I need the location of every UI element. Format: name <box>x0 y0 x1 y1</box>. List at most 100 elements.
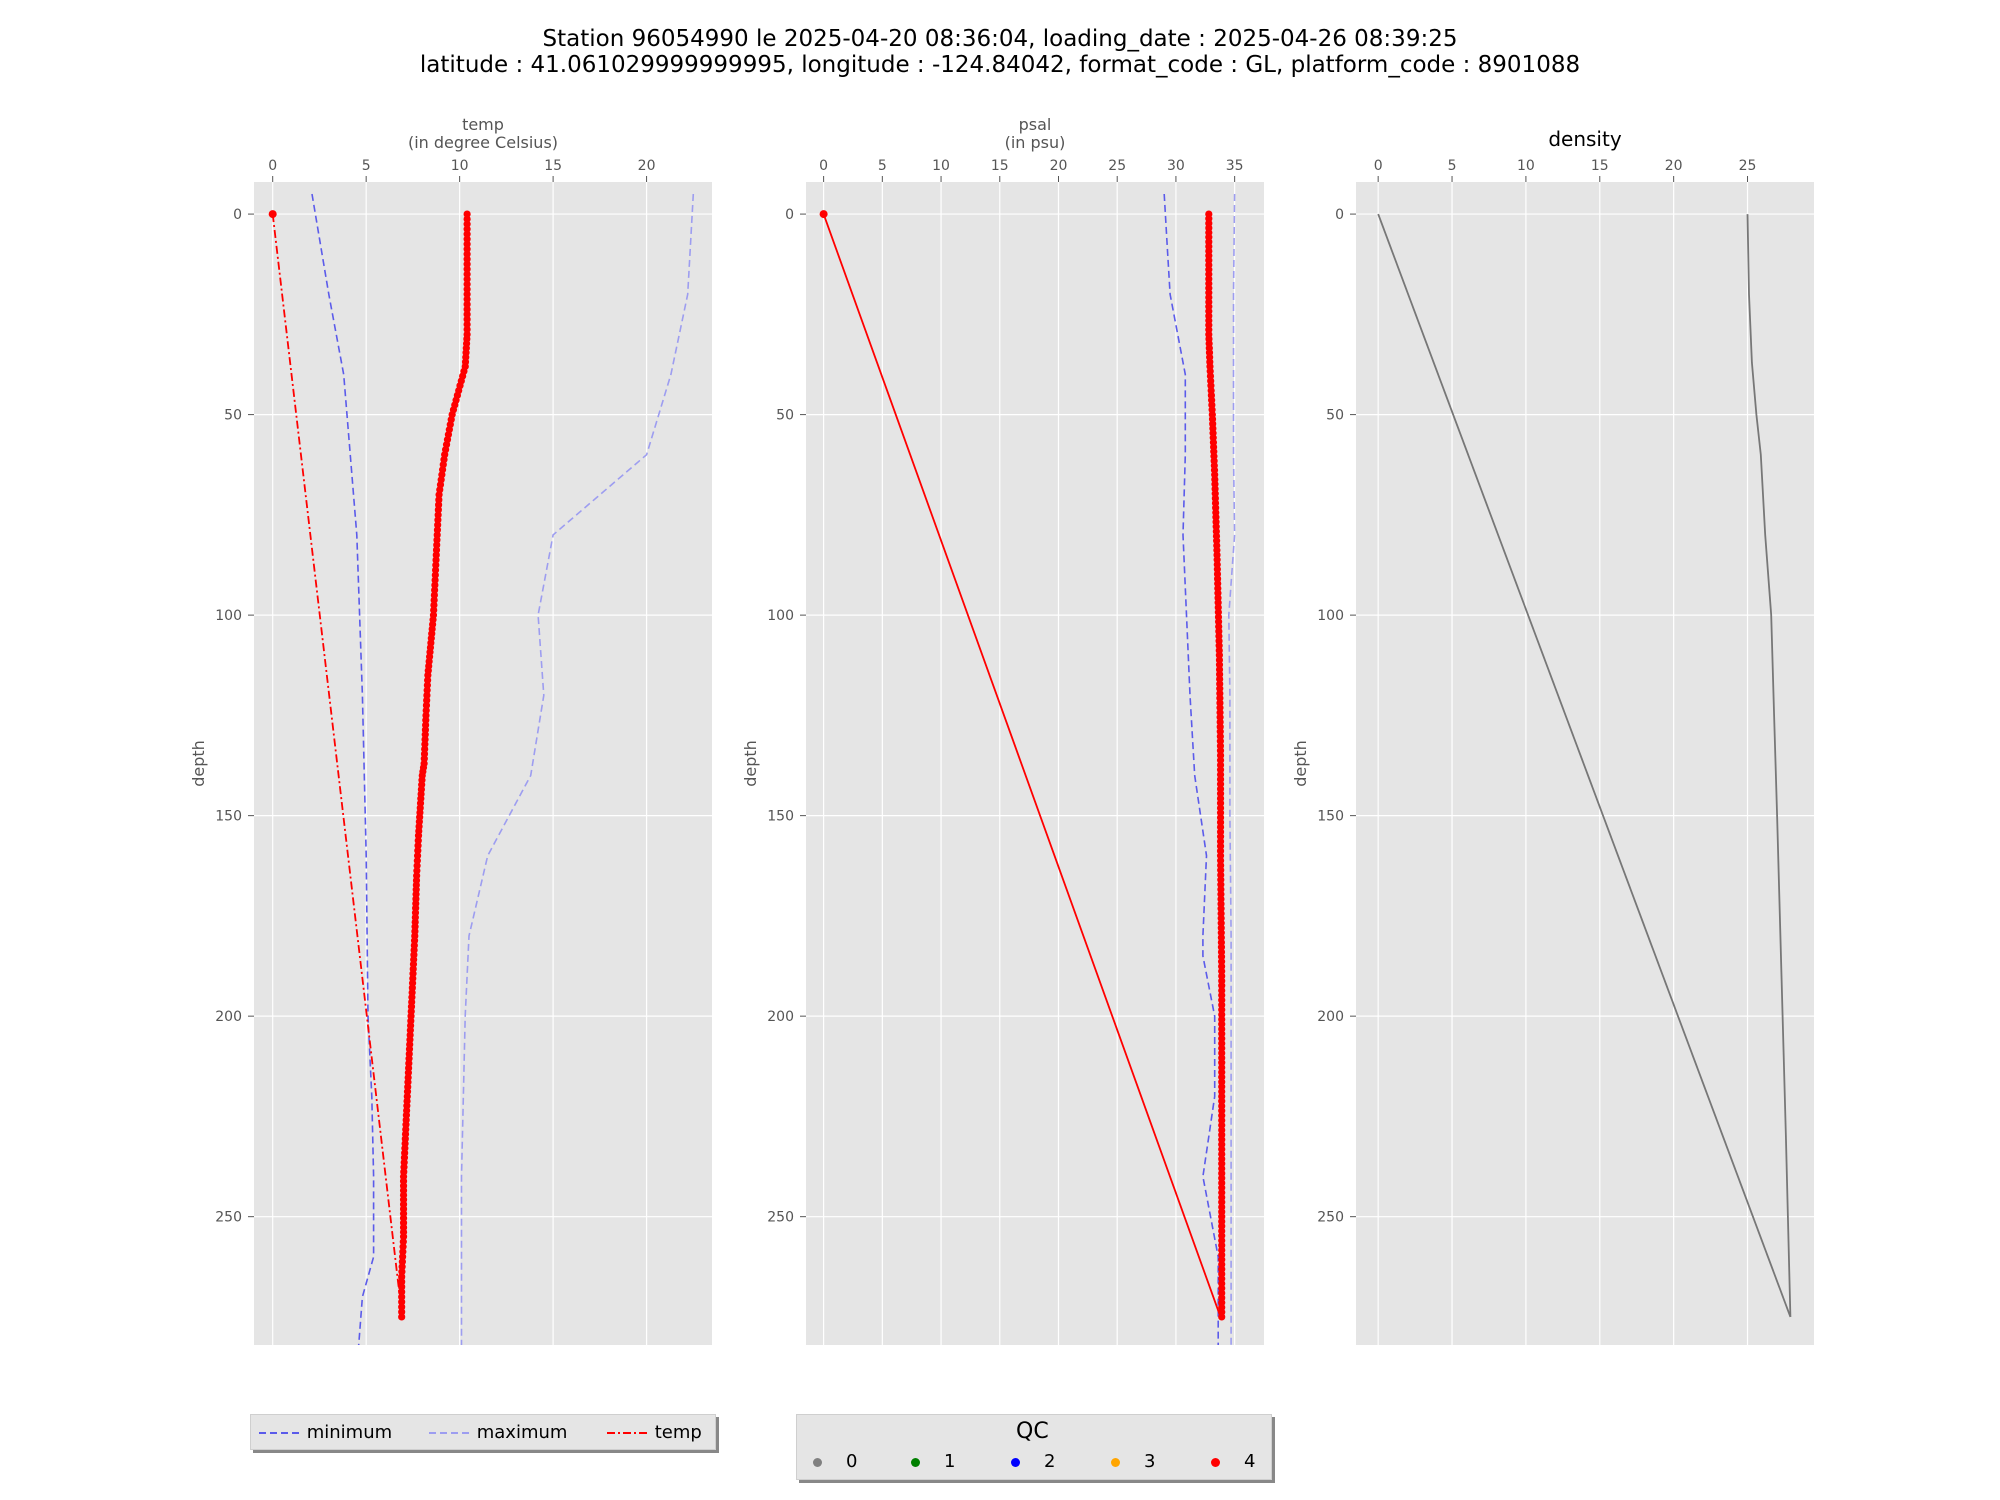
qc-data-point <box>463 310 471 318</box>
y-tick-label: 150 <box>1317 809 1344 825</box>
x-tick-label: 20 <box>1665 158 1683 174</box>
legend-label-temp: temp <box>654 1422 702 1443</box>
series-minimum <box>1163 193 1219 1345</box>
x-tick-label: 35 <box>1226 158 1244 174</box>
qc-label-1: 1 <box>944 1451 956 1472</box>
x-tick-label: 5 <box>1448 158 1457 174</box>
qc-data-point <box>463 265 471 273</box>
x-tick-label: 0 <box>268 158 277 174</box>
qc-data-point <box>398 1313 406 1321</box>
qc-marker-4 <box>1211 1457 1220 1467</box>
series-temp <box>271 213 401 1298</box>
x-tick-label: 10 <box>1517 158 1535 174</box>
y-tick-label: 50 <box>776 408 794 424</box>
qc-data-point <box>463 300 471 308</box>
y-tick-label: 200 <box>767 1009 794 1025</box>
qc-legend-title: QC <box>1016 1419 1049 1444</box>
qc-data-point <box>463 255 471 263</box>
x-tick-label: 25 <box>1739 158 1757 174</box>
y-axis-label: depth <box>741 740 760 787</box>
legend-item-temp: temp <box>605 1422 702 1443</box>
qc-data-point <box>463 260 471 268</box>
qc-data-point <box>398 1278 406 1286</box>
x-tick-label: 0 <box>1374 158 1383 174</box>
line-style-legend: minimum maximum temp <box>250 1414 716 1450</box>
x-tick-label: 20 <box>638 158 656 174</box>
series-psal <box>822 213 1222 1318</box>
y-tick-label: 100 <box>1317 608 1344 624</box>
qc-data-point <box>463 295 471 303</box>
qc-item-3: 3 <box>1111 1451 1155 1472</box>
qc-data-point <box>463 270 471 278</box>
qc-item-2: 2 <box>1011 1451 1055 1472</box>
surface-point <box>819 210 828 219</box>
qc-data-point <box>463 225 471 233</box>
legend-swatch-maximum <box>429 1432 469 1434</box>
qc-data-point <box>463 220 471 228</box>
qc-data-point <box>463 250 471 258</box>
x-tick-label: 5 <box>362 158 371 174</box>
y-tick-label: 150 <box>215 809 242 825</box>
qc-data-point <box>398 1288 406 1296</box>
qc-data-point <box>463 320 471 328</box>
y-tick-label: 250 <box>767 1210 794 1226</box>
qc-label-0: 0 <box>846 1451 858 1472</box>
qc-data-point <box>463 230 471 238</box>
qc-data-point <box>463 275 471 283</box>
qc-data-point <box>463 245 471 253</box>
y-axis-label: depth <box>1291 740 1310 787</box>
qc-marker-1 <box>911 1457 920 1467</box>
y-tick-label: 100 <box>215 608 242 624</box>
y-tick-label: 0 <box>233 207 242 223</box>
legend-swatch-temp <box>607 1432 647 1434</box>
figure-title-line-2: latitude : 41.061029999999995, longitude… <box>419 52 1581 78</box>
qc-data-point <box>463 285 471 293</box>
x-tick-label: 30 <box>1167 158 1185 174</box>
y-tick-label: 0 <box>1335 207 1344 223</box>
figure-title-line-1: Station 96054990 le 2025-04-20 08:36:04,… <box>542 26 1458 52</box>
qc-data-point <box>463 240 471 248</box>
x-tick-label: 10 <box>451 158 469 174</box>
x-tick-label: 15 <box>991 158 1009 174</box>
y-tick-label: 50 <box>224 408 242 424</box>
y-tick-label: 250 <box>215 1210 242 1226</box>
qc-data-point <box>398 1308 406 1316</box>
qc-label-4: 4 <box>1244 1451 1256 1472</box>
y-axis-label: depth <box>189 740 208 787</box>
y-tick-label: 200 <box>215 1009 242 1025</box>
qc-data-point <box>463 290 471 298</box>
qc-data-point <box>398 1303 406 1311</box>
y-tick-label: 200 <box>1317 1009 1344 1025</box>
qc-data-point <box>463 280 471 288</box>
legend-item-maximum: maximum <box>427 1422 567 1443</box>
series-minimum <box>311 193 375 1346</box>
legend-swatch-minimum <box>259 1432 299 1434</box>
qc-data-point <box>463 325 471 333</box>
qc-label-3: 3 <box>1144 1451 1156 1472</box>
x-tick-label: 25 <box>1108 158 1126 174</box>
x-tick-label: 20 <box>1050 158 1068 174</box>
panel-title: psal <box>1019 115 1052 134</box>
qc-data-point <box>463 210 471 218</box>
qc-marker-0 <box>813 1457 822 1467</box>
qc-data-point <box>398 1298 406 1306</box>
plot-area <box>254 182 712 1345</box>
panel-1: 0 5 10 15 20 25 30 35 0 50 100 150 200 250 psal(in psu… <box>741 115 1264 1345</box>
panel-title: (in degree Celsius) <box>408 133 558 152</box>
plot-area <box>1356 182 1814 1345</box>
qc-item-4: 4 <box>1211 1451 1255 1472</box>
series-maximum <box>460 193 695 1345</box>
qc-data-point <box>463 305 471 313</box>
qc-legend: QC 0 1 2 3 4 <box>796 1414 1272 1480</box>
legend-label-minimum: minimum <box>306 1422 393 1443</box>
y-tick-label: 50 <box>1326 408 1344 424</box>
series-maximum <box>1227 193 1236 1345</box>
x-tick-label: 0 <box>819 158 828 174</box>
panel-title: (in psu) <box>1005 133 1066 152</box>
qc-item-1: 1 <box>911 1451 955 1472</box>
qc-label-2: 2 <box>1044 1451 1056 1472</box>
x-tick-label: 15 <box>1591 158 1609 174</box>
legend-item-minimum: minimum <box>257 1422 392 1443</box>
